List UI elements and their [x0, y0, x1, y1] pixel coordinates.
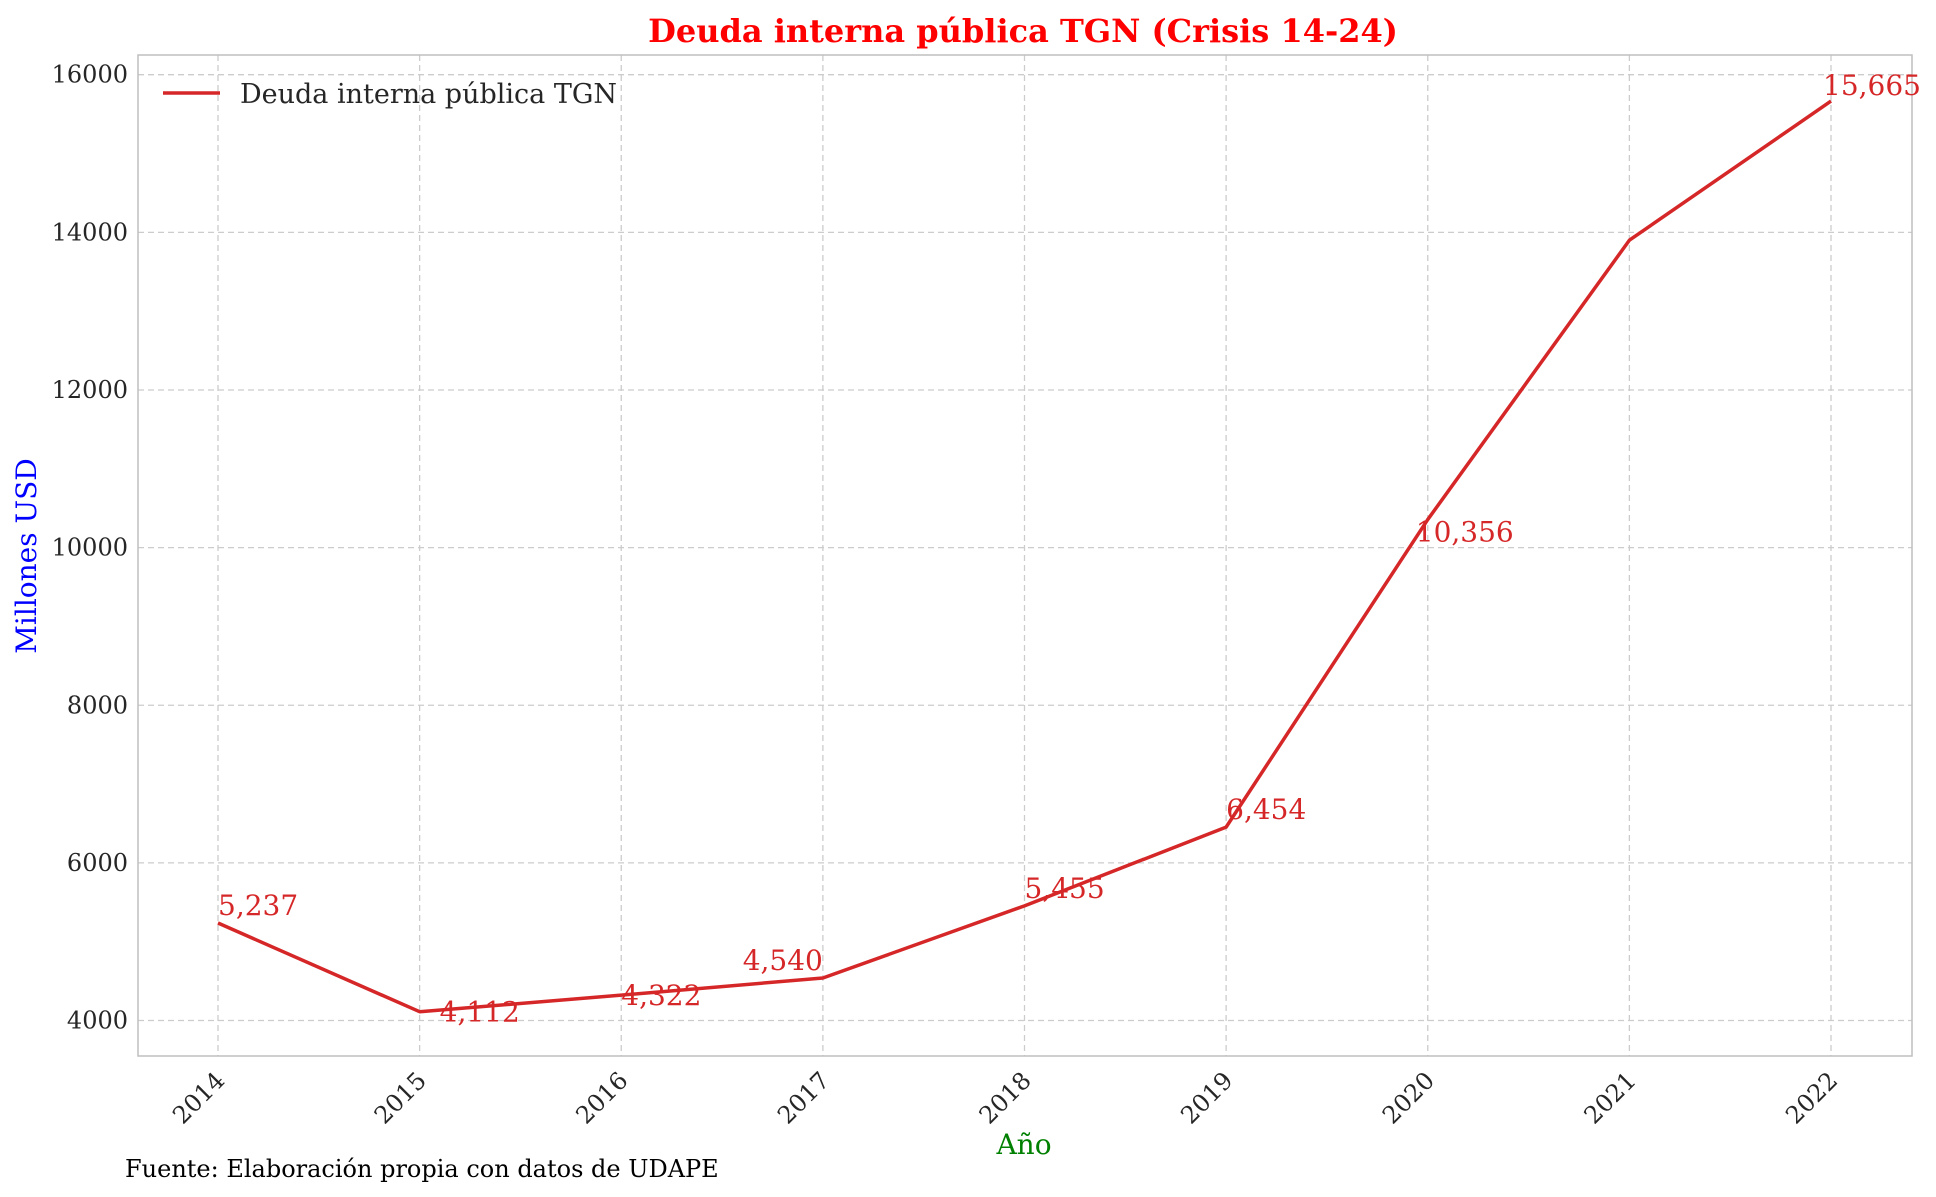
data-label: 5,455: [1025, 872, 1105, 905]
x-tick-label: 2020: [1377, 1066, 1440, 1129]
x-tick-label: 2021: [1579, 1066, 1642, 1129]
y-axis-ticks: 4000 6000 8000 10000 12000 14000 16000: [52, 61, 128, 1035]
data-label: 4,540: [743, 944, 823, 977]
x-tick-label: 2018: [974, 1066, 1037, 1129]
chart-title: Deuda interna pública TGN (Crisis 14-24): [648, 12, 1398, 50]
data-label: 4,112: [440, 996, 520, 1029]
y-tick-label: 12000: [52, 376, 128, 404]
x-tick-label: 2017: [772, 1066, 835, 1129]
y-tick-label: 8000: [67, 691, 128, 719]
x-tick-label: 2014: [167, 1066, 230, 1129]
x-tick-label: 2015: [369, 1066, 432, 1129]
gridlines: [138, 55, 1912, 1056]
x-tick-label: 2016: [571, 1066, 634, 1129]
data-label: 10,356: [1416, 516, 1514, 549]
y-axis-label: Millones USD: [10, 458, 43, 654]
y-tick-label: 10000: [52, 534, 128, 562]
x-axis-label: Año: [995, 1128, 1051, 1161]
plot-frame: [137, 54, 1913, 1057]
data-label: 15,665: [1823, 69, 1921, 102]
data-label: 5,237: [218, 889, 298, 922]
series-line: [217, 99, 1832, 1014]
x-axis-ticks: 2014 2015 2016 2017 2018 2019 2020 2021 2022: [167, 1066, 1843, 1129]
data-label: 4,322: [621, 979, 701, 1012]
data-label: 6,454: [1226, 793, 1306, 826]
y-tick-label: 4000: [67, 1007, 128, 1035]
data-labels: 5,237 4,112 4,322 4,540 5,455 6,454 10,356 15,6…: [218, 69, 1921, 1029]
y-tick-label: 16000: [52, 61, 128, 89]
x-tick-label: 2022: [1780, 1066, 1843, 1129]
legend: Deuda interna pública TGN: [163, 79, 617, 110]
y-tick-label: 6000: [67, 849, 128, 877]
y-tick-label: 14000: [52, 218, 128, 246]
source-note: Fuente: Elaboración propia con datos de …: [125, 1155, 719, 1183]
x-tick-label: 2019: [1175, 1066, 1238, 1129]
legend-label: Deuda interna pública TGN: [240, 79, 617, 110]
